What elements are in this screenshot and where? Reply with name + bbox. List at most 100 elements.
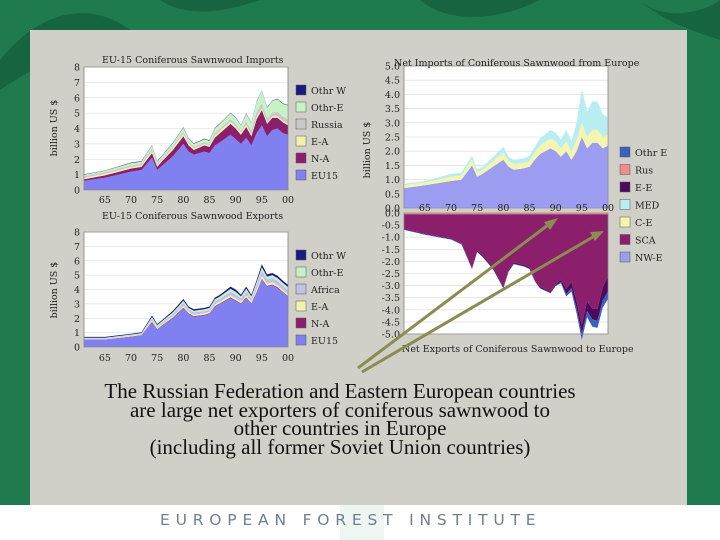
exports-legend-label: EU15 xyxy=(311,336,338,347)
imports-y-axis-label: billion US $ xyxy=(49,100,60,157)
footer-brand-text: EUROPEAN FOREST INSTITUTE xyxy=(160,511,542,529)
imports-y-tick-label: 5 xyxy=(74,109,80,120)
footer-tab xyxy=(340,505,384,540)
imports-x-tick-label: 65 xyxy=(99,195,111,206)
exports-legend-swatch xyxy=(295,249,307,261)
net-imports-y-tick-label: 1.0 xyxy=(385,175,400,186)
exports-x-tick-label: 80 xyxy=(177,353,189,364)
net-exports-y-tick-label: -1.5 xyxy=(382,245,400,256)
net-imports-y-tick-label: 0.5 xyxy=(385,189,400,200)
net-imports-y-tick-label: 3.0 xyxy=(385,118,400,129)
net-imports-chart-title: Net Imports of Coniferous Sawnwood from … xyxy=(394,58,640,69)
caption-line-3: other countries in Europe xyxy=(233,416,447,440)
net-imports-legend-swatch xyxy=(619,181,631,193)
pointer-arrowhead-2 xyxy=(590,231,604,241)
net-exports-y-tick-label: -2.5 xyxy=(382,269,400,280)
net-imports-legend-swatch xyxy=(619,164,631,175)
imports-x-tick-label: 80 xyxy=(177,195,189,206)
net-imports-plot-border xyxy=(403,65,609,209)
net-exports-y-tick-label: -4.5 xyxy=(382,317,400,328)
imports-legend-label: N-A xyxy=(311,154,330,165)
net-imports-legend-label: Rus xyxy=(635,166,653,177)
credit-text: Bruce Michie, EFI xyxy=(588,506,675,518)
imports-chart-title: EU-15 Coniferous Sawnwood Imports xyxy=(102,55,284,66)
net-exports-x-tick-label: 80 xyxy=(497,203,509,214)
net-exports-x-tick-label: 65 xyxy=(419,203,431,214)
imports-legend-swatch xyxy=(295,118,307,130)
imports-y-tick-label: 8 xyxy=(74,63,80,74)
imports-legend-label: Russia xyxy=(311,120,343,131)
exports-y-tick-label: 4 xyxy=(74,285,80,296)
imports-y-tick-label: 3 xyxy=(74,139,80,150)
net-exports-plot-border xyxy=(403,212,609,335)
net-exports-x-tick-label: 00 xyxy=(602,203,614,214)
net-exports-y-tick-label: -1.0 xyxy=(382,233,400,244)
exports-x-tick-label: 65 xyxy=(99,353,111,364)
exports-legend-swatch xyxy=(295,334,307,346)
exports-y-axis-label: billion US $ xyxy=(49,262,60,319)
pointer-arrowhead-1 xyxy=(544,218,558,230)
imports-legend-label: Othr-E xyxy=(311,103,343,114)
exports-legend-label: E-A xyxy=(311,302,328,313)
net-imports-legend-label: Othr E xyxy=(635,148,667,159)
exports-y-tick-label: 3 xyxy=(74,299,80,310)
slide-caption: The Russian Federation and Eastern Europ… xyxy=(60,381,620,459)
exports-legend-label: Othr W xyxy=(311,251,346,262)
pointer-arrow-2 xyxy=(361,232,599,374)
net-imports-y-tick-label: 4.5 xyxy=(385,76,400,87)
net-imports-series-nw-e xyxy=(404,137,608,208)
imports-legend-label: EU15 xyxy=(311,171,338,182)
exports-y-tick-label: 2 xyxy=(74,314,80,325)
imports-legend-swatch xyxy=(295,152,307,164)
caption-line-2: are large net exporters of coniferous sa… xyxy=(129,397,551,422)
net-imports-legend-label: SCA xyxy=(635,236,656,247)
net-exports-y-tick-label: -3.0 xyxy=(382,281,400,292)
net-imports-legend-label: NW-E xyxy=(635,253,663,264)
exports-y-tick-label: 6 xyxy=(74,256,80,267)
imports-x-tick-label: 00 xyxy=(282,195,294,206)
net-exports-x-tick-label: 70 xyxy=(445,203,457,214)
net-exports-series-rus xyxy=(404,213,608,215)
exports-plot-border xyxy=(83,231,289,348)
exports-x-tick-label: 00 xyxy=(282,353,294,364)
net-exports-y-tick-label: -4.0 xyxy=(382,305,400,316)
imports-legend-label: E-A xyxy=(311,137,328,148)
imports-y-tick-label: 4 xyxy=(74,124,80,135)
net-exports-series-sca xyxy=(404,214,608,326)
exports-legend-swatch xyxy=(295,317,307,329)
exports-x-tick-label: 70 xyxy=(125,353,137,364)
imports-x-tick-label: 90 xyxy=(230,195,242,206)
net-exports-y-tick-label: -3.5 xyxy=(382,293,400,304)
net-imports-y-tick-label: 3.5 xyxy=(385,104,400,115)
exports-y-tick-label: 8 xyxy=(74,228,80,239)
exports-x-tick-label: 75 xyxy=(151,353,163,364)
imports-series-n-a xyxy=(84,110,288,181)
exports-y-tick-label: 1 xyxy=(74,328,80,339)
exports-legend-swatch xyxy=(295,300,307,312)
net-exports-chart-title: Net Exports of Coniferous Sawnwood to Eu… xyxy=(402,344,634,355)
imports-x-tick-label: 95 xyxy=(256,195,268,206)
imports-x-tick-label: 70 xyxy=(125,195,137,206)
net-imports-legend-swatch xyxy=(619,199,631,210)
imports-legend-swatch xyxy=(295,84,307,96)
net-imports-legend-label: E-E xyxy=(635,183,652,194)
net-imports-legend-swatch xyxy=(619,251,631,263)
exports-x-tick-label: 85 xyxy=(203,353,215,364)
net-exports-x-tick-label: 85 xyxy=(523,203,535,214)
caption-line-4: (including all former Soviet Union count… xyxy=(149,434,531,459)
imports-plot-border xyxy=(83,66,289,191)
exports-legend-swatch xyxy=(295,283,307,295)
imports-y-tick-label: 0 xyxy=(74,186,80,197)
net-imports-legend-swatch xyxy=(619,234,631,245)
imports-legend-swatch xyxy=(295,101,307,113)
exports-legend-swatch xyxy=(295,266,307,278)
exports-y-tick-label: 0 xyxy=(74,343,80,354)
exports-chart-title: EU-15 Coniferous Sawnwood Exports xyxy=(102,211,283,222)
net-imports-y-tick-label: 0.0 xyxy=(385,204,400,215)
net-imports-legend-label: C-E xyxy=(635,218,652,229)
exports-legend-label: Africa xyxy=(310,285,340,296)
exports-legend-label: Othr-E xyxy=(311,268,343,279)
exports-x-tick-label: 95 xyxy=(256,353,268,364)
imports-legend-label: Othr W xyxy=(311,86,346,97)
imports-x-tick-label: 75 xyxy=(151,195,163,206)
